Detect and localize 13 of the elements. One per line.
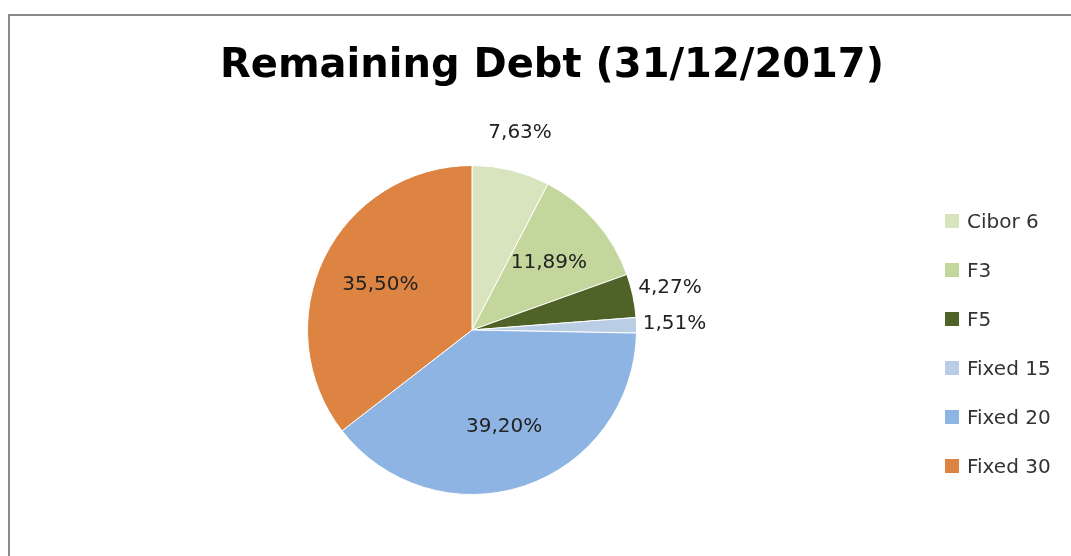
data-label: 35,50% bbox=[342, 271, 419, 296]
legend-label: Fixed 20 bbox=[967, 404, 1051, 429]
data-label: 11,89% bbox=[510, 249, 587, 274]
data-label: 1,51% bbox=[642, 310, 707, 335]
legend-label: Fixed 15 bbox=[967, 355, 1051, 380]
data-label: 39,20% bbox=[465, 413, 543, 437]
chart-title: Remaining Debt (31/12/2017) bbox=[219, 40, 885, 86]
legend-label: F3 bbox=[967, 257, 992, 282]
legend-label: F5 bbox=[967, 306, 992, 331]
data-label: 4,27% bbox=[638, 273, 702, 298]
legend-label: Fixed 30 bbox=[967, 453, 1051, 478]
legend-label: Cibor 6 bbox=[967, 208, 1039, 233]
data-label: 7,63% bbox=[488, 119, 552, 144]
